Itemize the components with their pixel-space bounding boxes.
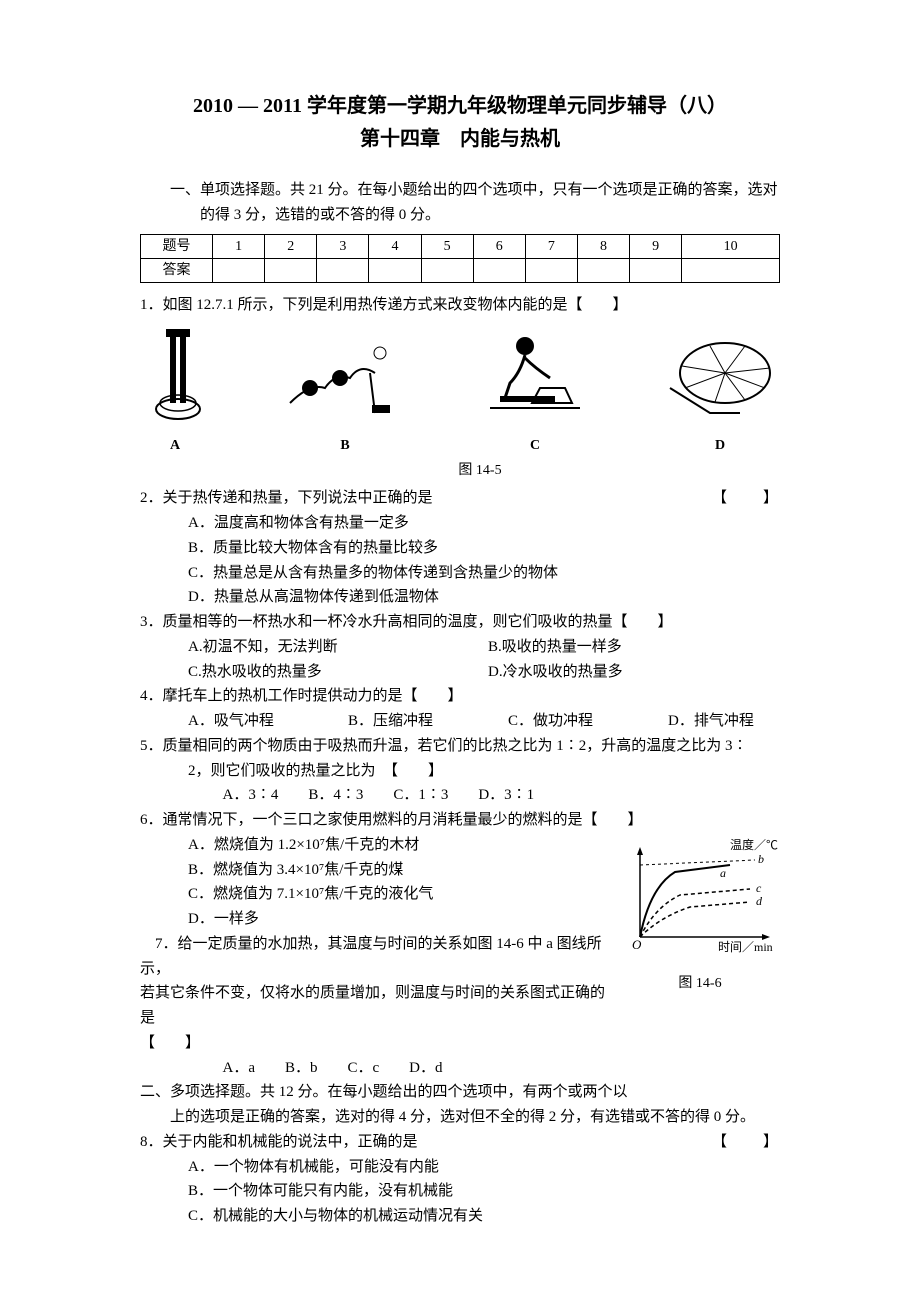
y-axis-label: 温度／℃ — [730, 837, 778, 852]
col-10: 10 — [682, 234, 780, 258]
col-2: 2 — [265, 234, 317, 258]
q3-a: A.初温不知，无法判断 — [188, 635, 488, 660]
fig-a-letter: A — [140, 434, 210, 457]
q1-text: 1．如图 12.7.1 所示，下列是利用热传递方式来改变物体内能的是【 】 — [140, 293, 780, 318]
fig-b-icon — [280, 333, 410, 423]
q2-d: D．热量总从高温物体传递到低温物体 — [140, 585, 780, 610]
q6-text: 6．通常情况下，一个三口之家使用燃料的月消耗量最少的燃料的是【 】 — [140, 808, 780, 833]
q7-opts: A．a B．b C．c D．d — [140, 1056, 780, 1081]
col-5: 5 — [421, 234, 473, 258]
curve-b: b — [758, 852, 764, 866]
col-3: 3 — [317, 234, 369, 258]
table-row: 题号 1 2 3 4 5 6 7 8 9 10 — [141, 234, 780, 258]
q1-fig-caption: 图 14-5 — [140, 459, 780, 482]
title-sub: 第十四章 内能与热机 — [140, 123, 780, 156]
q5-opts: A．3∶4 B．4∶3 C．1∶3 D．3∶1 — [140, 783, 780, 808]
answer-cell — [577, 258, 629, 282]
curve-c: c — [756, 881, 762, 895]
row2-label: 答案 — [141, 258, 213, 282]
q3-text: 3．质量相等的一杯热水和一杯冷水升高相同的温度，则它们吸收的热量【 】 — [140, 610, 780, 635]
q3-b: B.吸收的热量一样多 — [488, 635, 622, 660]
col-6: 6 — [473, 234, 525, 258]
col-4: 4 — [369, 234, 421, 258]
q1-figures: A B C — [140, 323, 780, 457]
col-7: 7 — [525, 234, 577, 258]
q4-text: 4．摩托车上的热机工作时提供动力的是【 】 — [140, 684, 780, 709]
col-1: 1 — [213, 234, 265, 258]
fig-c-icon — [480, 328, 590, 423]
q8-text: 8．关于内能和机械能的说法中，正确的是 【 】 — [140, 1130, 780, 1155]
curve-d: d — [756, 894, 763, 908]
fig-c-letter: C — [480, 434, 590, 457]
origin-label: O — [632, 937, 642, 952]
graph-svg: 温度／℃ O 时间／min b a c d — [620, 837, 780, 957]
fig-d: D — [660, 328, 780, 457]
q4-c: C．做功冲程 — [508, 709, 668, 734]
q2-a: A．温度高和物体含有热量一定多 — [140, 511, 780, 536]
answer-cell — [421, 258, 473, 282]
q2-text-content: 2．关于热传递和热量，下列说法中正确的是 — [140, 490, 433, 506]
x-axis-label: 时间／min — [718, 940, 773, 954]
answer-cell — [265, 258, 317, 282]
q2-bracket: 【 】 — [742, 486, 780, 511]
q5-line1: 5．质量相同的两个物质由于吸热而升温，若它们的比热之比为 1∶2，升高的温度之比… — [140, 734, 780, 759]
fig-a: A — [140, 323, 210, 457]
q3-d: D.冷水吸收的热量多 — [488, 660, 623, 685]
q3-c: C.热水吸收的热量多 — [188, 660, 488, 685]
q8-c: C．机械能的大小与物体的机械运动情况有关 — [140, 1204, 780, 1229]
curve-a: a — [720, 866, 726, 880]
answer-cell — [369, 258, 421, 282]
q8-b: B．一个物体可能只有内能，没有机械能 — [140, 1179, 780, 1204]
answer-table: 题号 1 2 3 4 5 6 7 8 9 10 答案 — [140, 234, 780, 283]
fig-d-letter: D — [660, 434, 780, 457]
graph-14-6: 温度／℃ O 时间／min b a c d 图 14-6 — [620, 837, 780, 995]
q4-a: A．吸气冲程 — [188, 709, 348, 734]
q8-a: A．一个物体有机械能，可能没有内能 — [140, 1155, 780, 1180]
fig-d-icon — [660, 328, 780, 423]
q2-text: 2．关于热传递和热量，下列说法中正确的是 【 】 — [140, 486, 780, 511]
answer-cell — [213, 258, 265, 282]
q3-row2: C.热水吸收的热量多 D.冷水吸收的热量多 — [140, 660, 780, 685]
table-row: 答案 — [141, 258, 780, 282]
answer-cell — [317, 258, 369, 282]
q5-line2: 2，则它们吸收的热量之比为 【 】 — [140, 759, 780, 784]
col-8: 8 — [577, 234, 629, 258]
fig-c: C — [480, 328, 590, 457]
fig-a-icon — [140, 323, 210, 423]
q2-c: C．热量总是从含有热量多的物体传递到含热量少的物体 — [140, 561, 780, 586]
q2-b: B．质量比较大物体含有的热量比较多 — [140, 536, 780, 561]
section2-instruction2: 上的选项是正确的答案，选对的得 4 分，选对但不全的得 2 分，有选错或不答的得… — [140, 1105, 780, 1130]
row1-label: 题号 — [141, 234, 213, 258]
fig-b-letter: B — [280, 434, 410, 457]
answer-cell — [682, 258, 780, 282]
q4-opts: A．吸气冲程 B．压缩冲程 C．做功冲程 D．排气冲程 — [140, 709, 780, 734]
title-main: 2010 — 2011 学年度第一学期九年级物理单元同步辅导（八） — [140, 90, 780, 123]
q8-bracket: 【 】 — [742, 1130, 780, 1155]
q7-bracket: 【 】 — [140, 1031, 780, 1056]
graph-caption: 图 14-6 — [620, 972, 780, 995]
fig-b: B — [280, 333, 410, 457]
answer-cell — [630, 258, 682, 282]
q4-b: B．压缩冲程 — [348, 709, 508, 734]
q4-d: D．排气冲程 — [668, 709, 754, 734]
answer-cell — [525, 258, 577, 282]
answer-cell — [473, 258, 525, 282]
section1-instruction: 一、单项选择题。共 21 分。在每小题给出的四个选项中，只有一个选项是正确的答案… — [140, 178, 780, 228]
q8-text-content: 8．关于内能和机械能的说法中，正确的是 — [140, 1134, 418, 1150]
col-9: 9 — [630, 234, 682, 258]
q3-row1: A.初温不知，无法判断 B.吸收的热量一样多 — [140, 635, 780, 660]
section2-instruction1: 二、多项选择题。共 12 分。在每小题给出的四个选项中，有两个或两个以 — [140, 1080, 780, 1105]
